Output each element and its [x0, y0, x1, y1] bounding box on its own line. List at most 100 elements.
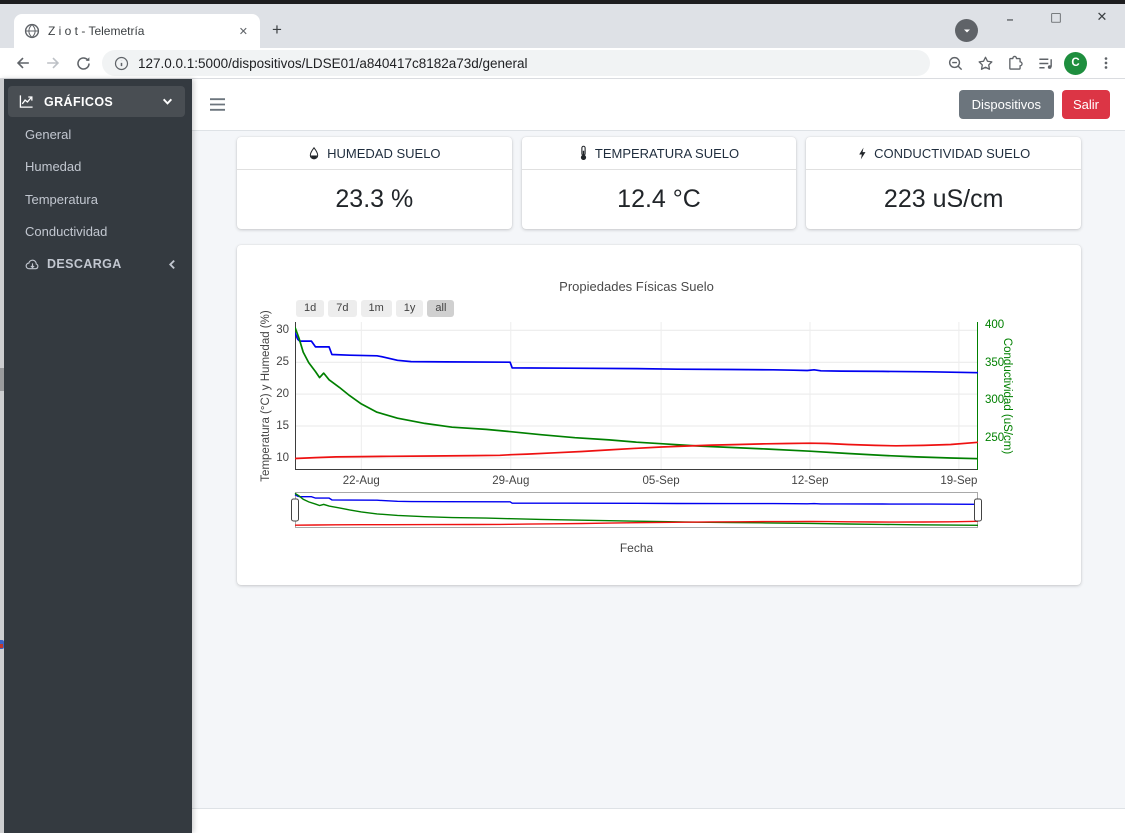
profile-avatar[interactable]: C — [1064, 51, 1087, 75]
app-footer — [192, 808, 1125, 833]
background-scrollbar-thumb — [0, 368, 4, 391]
sidebar: GRÁFICOS General Humedad Temperatura Con… — [0, 79, 192, 833]
x-tick-label: 19-Sep — [940, 475, 978, 487]
background-window-edge — [0, 0, 1125, 4]
droplet-icon — [308, 146, 320, 161]
slider-series-temperatura — [294, 520, 979, 526]
x-tick-label: 12-Sep — [791, 475, 829, 487]
sidebar-menu-label: DESCARGA — [47, 257, 122, 271]
slider-series-humedad — [294, 493, 979, 505]
y-left-tick-label: 20 — [276, 388, 289, 401]
card-temperatura-suelo: TEMPERATURA SUELO 12.4 °C — [521, 137, 797, 229]
hamburger-menu-icon[interactable] — [209, 97, 226, 112]
cloud-download-icon — [25, 257, 40, 272]
reload-button[interactable] — [68, 49, 98, 77]
sidebar-item-humedad[interactable]: Humedad — [0, 151, 192, 184]
card-conductividad-suelo: CONDUCTIVIDAD SUELO 223 uS/cm — [806, 137, 1082, 229]
y-right-tick-label: 350 — [985, 356, 1005, 369]
x-tick-label: 05-Sep — [642, 475, 680, 487]
x-tick-label: 22-Aug — [342, 475, 380, 487]
logout-button[interactable]: Salir — [1061, 90, 1110, 119]
chart-title: Propiedades Físicas Suelo — [559, 279, 714, 294]
stat-cards-row: HUMEDAD SUELO 23.3 % TEMPERATURA SUELO 1… — [237, 137, 1082, 229]
media-controls-icon[interactable] — [1030, 49, 1060, 77]
forward-button[interactable] — [38, 49, 68, 77]
card-title: CONDUCTIVIDAD SUELO — [874, 145, 1031, 161]
extensions-puzzle-icon[interactable] — [1000, 49, 1030, 77]
browser-tab-strip: Z i o t - Telemetría ✕ + – □ ✕ — [0, 4, 1125, 48]
tab-search-button[interactable] — [955, 19, 978, 42]
range-button-1y[interactable]: 1y — [395, 300, 424, 317]
browser-toolbar: 127.0.0.1:5000/dispositivos/LDSE01/a8404… — [0, 48, 1125, 79]
window-controls: – □ ✕ — [987, 10, 1125, 28]
url-text[interactable]: 127.0.0.1:5000/dispositivos/LDSE01/a8404… — [138, 55, 528, 71]
main-plot[interactable] — [295, 322, 978, 470]
slider-handle-left[interactable] — [291, 498, 299, 522]
back-button[interactable] — [8, 49, 38, 77]
series-line-temperatura — [295, 441, 978, 460]
main-content: HUMEDAD SUELO 23.3 % TEMPERATURA SUELO 1… — [192, 131, 1125, 808]
y-left-tick-label: 25 — [276, 356, 289, 369]
range-button-all[interactable]: all — [427, 300, 455, 317]
series-line-humedad — [295, 332, 978, 374]
bolt-icon — [857, 146, 867, 161]
chart-card: Propiedades Físicas Suelo 1d 7d 1m 1y al… — [237, 245, 1081, 585]
chevron-down-icon — [962, 26, 972, 36]
card-humedad-suelo: HUMEDAD SUELO 23.3 % — [237, 137, 512, 229]
x-tick-label: 29-Aug — [492, 475, 530, 487]
browser-menu-icon[interactable] — [1091, 49, 1121, 77]
window-minimize-button[interactable]: – — [1006, 10, 1014, 28]
range-button-1d[interactable]: 1d — [296, 300, 325, 317]
thermometer-icon — [579, 145, 588, 161]
zoom-out-icon[interactable] — [940, 49, 970, 77]
card-title: TEMPERATURA SUELO — [594, 145, 740, 161]
tab-close-icon[interactable]: ✕ — [238, 24, 248, 38]
card-value: 12.4 °C — [617, 184, 701, 213]
url-bar[interactable]: 127.0.0.1:5000/dispositivos/LDSE01/a8404… — [102, 50, 930, 76]
slider-handle-right[interactable] — [974, 498, 982, 522]
browser-tab[interactable]: Z i o t - Telemetría ✕ — [14, 14, 260, 48]
sidebar-menu-label: GRÁFICOS — [44, 94, 114, 109]
range-selector: 1d 7d 1m 1y all — [296, 300, 455, 317]
sidebar-item-general[interactable]: General — [0, 118, 192, 151]
sidebar-item-temperatura[interactable]: Temperatura — [0, 183, 192, 216]
app-navbar: Dispositivos Salir — [192, 79, 1125, 131]
chart-area: Propiedades Físicas Suelo 1d 7d 1m 1y al… — [237, 245, 1081, 585]
globe-favicon-icon — [24, 23, 40, 39]
card-value: 223 uS/cm — [883, 184, 1004, 213]
window-close-button[interactable]: ✕ — [1096, 10, 1108, 25]
sidebar-item-conductividad[interactable]: Conductividad — [0, 216, 192, 249]
y-right-tick-label: 400 — [985, 319, 1005, 331]
chevron-down-icon — [162, 96, 173, 107]
sidebar-submenu: General Humedad Temperatura Conductivida… — [0, 118, 192, 248]
window-maximize-button[interactable]: □ — [1050, 10, 1062, 24]
new-tab-button[interactable]: + — [272, 20, 282, 39]
page-info-icon[interactable] — [114, 56, 129, 71]
sidebar-item-label: General — [25, 126, 72, 142]
range-button-7d[interactable]: 7d — [328, 300, 357, 317]
sidebar-item-label: Temperatura — [25, 191, 98, 207]
chevron-left-icon — [167, 259, 178, 270]
slider-series-conductividad — [294, 492, 979, 526]
card-title: HUMEDAD SUELO — [327, 145, 441, 161]
sidebar-item-label: Conductividad — [25, 224, 108, 240]
devices-button[interactable]: Dispositivos — [958, 90, 1054, 119]
range-button-1m[interactable]: 1m — [360, 300, 392, 317]
y-left-tick-label: 15 — [276, 419, 289, 432]
sidebar-item-label: Humedad — [25, 159, 82, 175]
card-value: 23.3 % — [335, 184, 414, 213]
bookmark-star-icon[interactable] — [970, 49, 1000, 77]
chart-line-icon — [19, 94, 34, 109]
series-line-conductividad — [295, 327, 978, 460]
tab-title: Z i o t - Telemetría — [48, 24, 145, 38]
y-left-tick-label: 30 — [276, 324, 289, 337]
range-slider[interactable] — [291, 492, 982, 528]
sidebar-menu-descarga[interactable]: DESCARGA — [0, 248, 192, 280]
x-axis-title: Fecha — [619, 541, 654, 555]
y-right-tick-label: 300 — [985, 394, 1005, 407]
background-window-sliver — [0, 79, 4, 833]
background-icon-fragment — [0, 640, 4, 649]
y-right-tick-label: 250 — [985, 431, 1005, 444]
sidebar-menu-graficos[interactable]: GRÁFICOS — [8, 86, 185, 117]
y-left-tick-label: 10 — [276, 451, 289, 464]
